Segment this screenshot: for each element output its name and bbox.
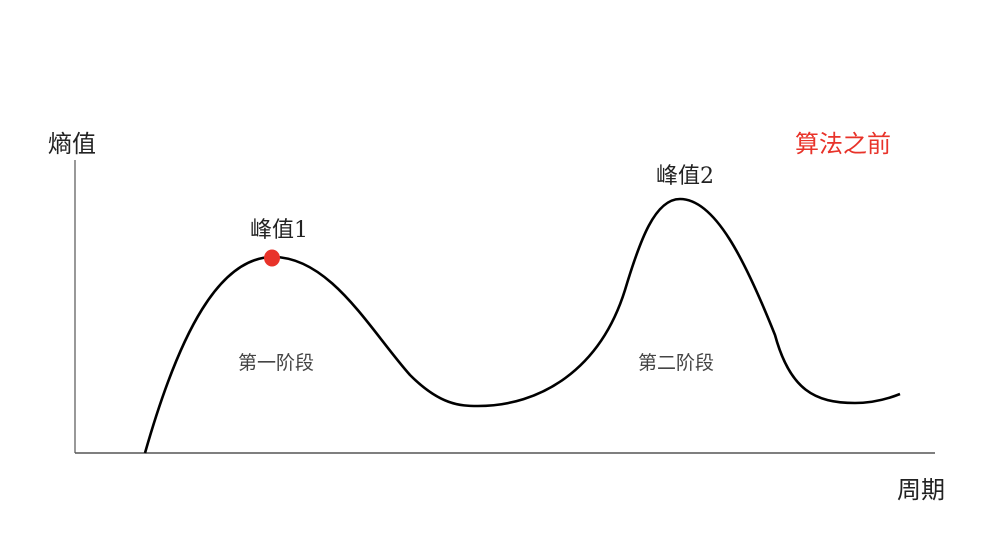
status-label: 算法之前 — [795, 130, 891, 158]
peak1-marker — [264, 249, 280, 267]
x-axis-label: 周期 — [897, 476, 945, 504]
peak1-label: 峰值1 — [250, 218, 308, 243]
stage1-label: 第一阶段 — [238, 352, 315, 374]
peak2-label: 峰值2 — [656, 164, 714, 189]
stage2-label: 第二阶段 — [638, 352, 715, 374]
y-axis-label: 熵值 — [48, 130, 96, 158]
